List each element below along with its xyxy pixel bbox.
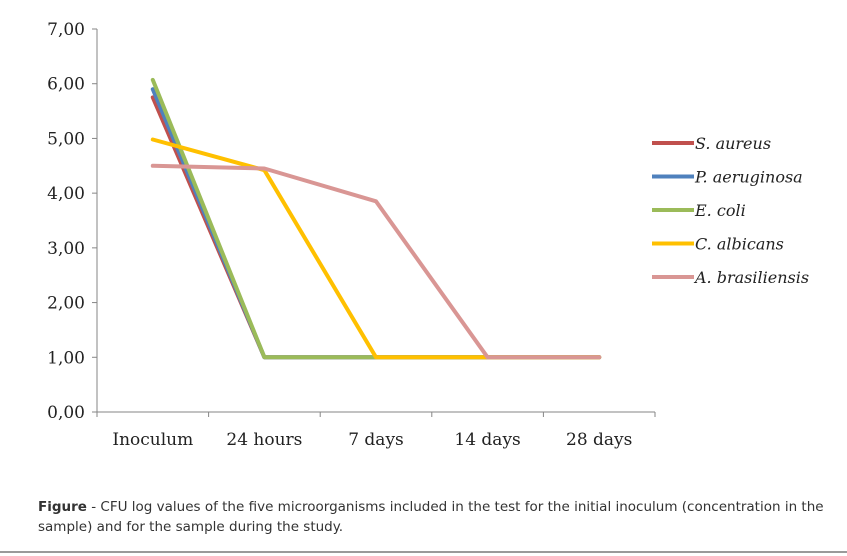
series-line-e-coli	[150, 77, 602, 360]
legend-label: A. brasiliensis	[693, 268, 809, 287]
caption-label: Figure	[38, 499, 87, 515]
y-tick-label: 6,00	[47, 75, 85, 95]
y-tick-label: 5,00	[47, 129, 85, 149]
y-tick-label: 7,00	[47, 20, 85, 40]
legend-label: S. aureus	[695, 134, 771, 153]
x-tick-label: 14 days	[454, 430, 520, 450]
legend-label: C. albicans	[695, 235, 784, 254]
axes: 0,00 1,00 2,00 3,00 4,00 5,00 6,00 7,00 Inoculum…	[47, 20, 656, 450]
y-tick-label: 3,00	[47, 239, 85, 259]
bottom-divider	[0, 551, 847, 553]
x-tick-label: 7 days	[348, 430, 404, 450]
y-tick-label: 0,00	[47, 403, 85, 423]
x-tick-label: 28 days	[566, 430, 632, 450]
legend: S. aureus P. aeruginosa E. coli C. albicans…	[652, 134, 809, 287]
y-tick-label: 4,00	[47, 184, 85, 204]
caption-text: - CFU log values of the five microorgani…	[38, 499, 824, 535]
y-tick-label: 1,00	[47, 348, 85, 368]
legend-label: P. aeruginosa	[694, 168, 803, 187]
series-lines	[150, 77, 602, 360]
y-tick-label: 2,00	[47, 294, 85, 314]
x-tick-label: 24 hours	[226, 430, 302, 450]
series-line-p-aeruginosa	[150, 87, 602, 360]
figure-caption: Figure - CFU log values of the five micr…	[38, 497, 828, 537]
series-line-s-aureus	[150, 95, 602, 360]
series-line-a-brasiliensis	[150, 163, 602, 360]
line-chart: 0,00 1,00 2,00 3,00 4,00 5,00 6,00 7,00 Inoculum…	[47, 20, 809, 450]
x-tick-label: Inoculum	[112, 430, 193, 450]
legend-label: E. coli	[694, 201, 746, 220]
